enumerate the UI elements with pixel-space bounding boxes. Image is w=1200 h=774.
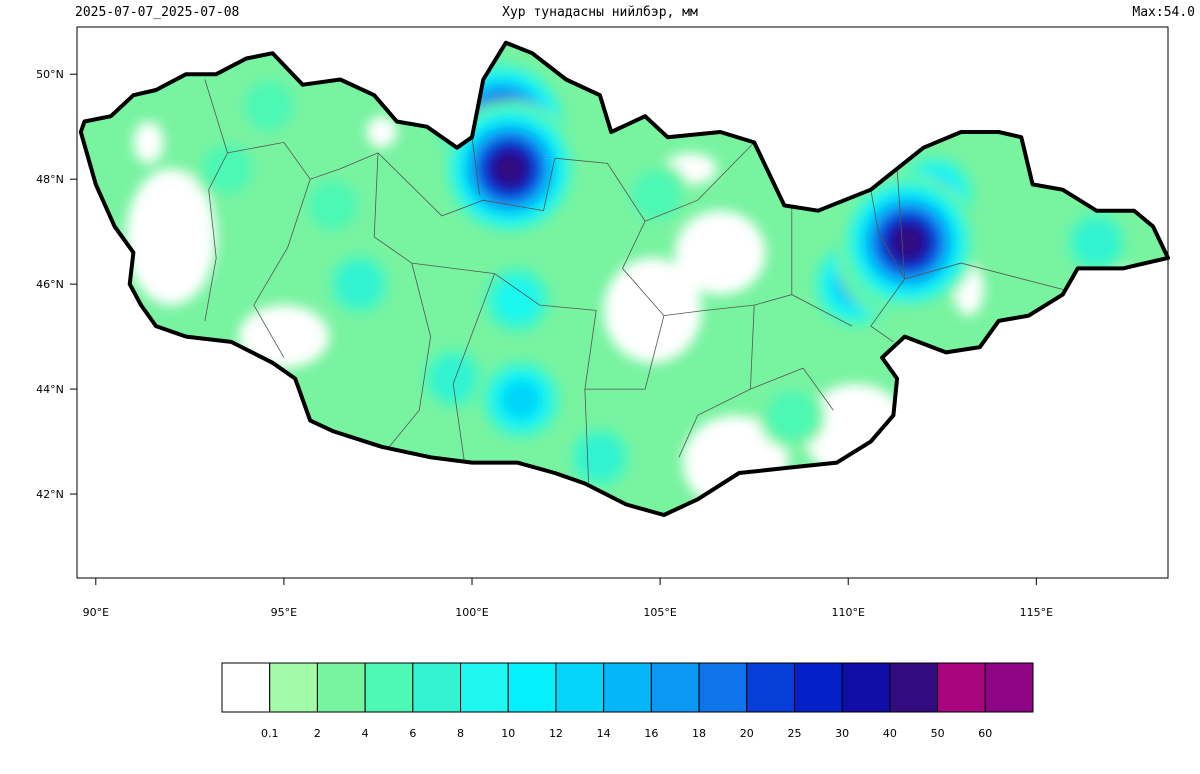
province-line (204, 79, 228, 321)
legend-swatch (841, 662, 891, 713)
province-line (452, 273, 495, 463)
province-line (584, 315, 665, 390)
province-line (870, 168, 906, 343)
province-line (373, 152, 432, 448)
rainfall-field (80, 42, 1168, 515)
rain-hotspot (492, 151, 527, 186)
legend-label: 4 (362, 727, 369, 740)
legend-swatch (269, 662, 318, 713)
lat-tick-label: 48°N (36, 173, 64, 186)
map-title: Хур тунадасны нийлбэр, мм (502, 5, 698, 20)
dry-area (675, 210, 766, 295)
province-line (253, 179, 311, 358)
rain-hotspot (1073, 219, 1120, 265)
legend-swatch (555, 662, 605, 713)
legend-swatch (316, 662, 366, 713)
country-border (78, 40, 1170, 517)
legend-swatch (412, 662, 462, 713)
map-frame (76, 26, 1169, 579)
legend-label: 30 (835, 727, 849, 740)
legend-label: 40 (883, 727, 897, 740)
lon-tick-label: 90°E (83, 606, 109, 619)
province-line (471, 137, 480, 195)
dry-area (125, 168, 217, 306)
legend-label: 12 (549, 727, 563, 740)
lat-tick-label: 42°N (36, 488, 64, 501)
legend-swatch (650, 662, 700, 713)
legend-swatch (698, 662, 748, 713)
max-value-label: Max:54.0 (1132, 5, 1195, 20)
legend-label: 20 (740, 727, 754, 740)
date-range-label: 2025-07-07_2025-07-08 (75, 5, 240, 20)
province-line (678, 305, 755, 458)
legend-label: 25 (787, 727, 801, 740)
color-legend: 0.1 2 4 6 8 10 12 14 16 18 20 25 30 40 50 60 (221, 662, 1034, 740)
legend-swatch (603, 662, 652, 713)
legend-swatch (746, 662, 795, 713)
legend-label: 50 (931, 727, 945, 740)
rain-hotspot (202, 143, 253, 194)
max-label: Max (1132, 5, 1156, 20)
legend-swatch (507, 662, 557, 713)
rain-contours (125, 45, 1135, 515)
province-boundaries (204, 79, 1063, 484)
lon-tick-label: 115°E (1020, 606, 1053, 619)
legend-swatch (460, 662, 509, 713)
legend-swatch (364, 662, 414, 713)
legend-label: 2 (314, 727, 321, 740)
lon-tick-label: 105°E (643, 606, 676, 619)
rain-hotspot (891, 225, 926, 259)
legend-label: 8 (457, 727, 464, 740)
rain-hotspot (430, 355, 477, 402)
legend-label: 0.1 (261, 727, 279, 740)
legend-swatch (793, 662, 843, 713)
max-number: 54.0 (1163, 5, 1195, 20)
lat-tick-label: 44°N (36, 383, 64, 396)
lon-tick-label: 100°E (455, 606, 488, 619)
lat-tick-label: 46°N (36, 278, 64, 291)
rain-hotspot (496, 278, 539, 321)
legend-label: 60 (978, 727, 992, 740)
dry-area (133, 121, 164, 164)
legend-label: 10 (501, 727, 515, 740)
legend-swatch (221, 662, 271, 713)
province-line (870, 189, 906, 280)
rain-hotspot (766, 390, 818, 441)
dry-area (603, 257, 702, 363)
map-axes: 90°E 95°E 100°E 105°E 110°E 115°E 42°N 44°N 46°N… (36, 68, 1053, 619)
lon-tick-label: 110°E (831, 606, 864, 619)
legend-swatch (937, 662, 986, 713)
legend-label: 14 (597, 727, 611, 740)
lon-tick-label: 95°E (271, 606, 297, 619)
province-line (411, 262, 597, 311)
rain-hotspot (631, 169, 682, 221)
province-line (750, 367, 834, 411)
legend-label: 16 (644, 727, 658, 740)
lat-tick-label: 50°N (36, 68, 64, 81)
dry-area (366, 116, 397, 148)
province-line (377, 152, 556, 217)
legend-label: 6 (409, 727, 416, 740)
rain-hotspot (243, 80, 295, 132)
legend-label: 18 (692, 727, 706, 740)
legend-swatch (984, 662, 1034, 713)
rain-hotspot (307, 180, 359, 231)
legend-swatch (889, 662, 939, 713)
rain-hotspot (502, 380, 540, 419)
rain-hotspot (336, 261, 382, 307)
dry-area (411, 478, 488, 515)
province-line (904, 262, 1063, 290)
dry-area (238, 305, 330, 369)
rain-hotspot (577, 434, 623, 481)
